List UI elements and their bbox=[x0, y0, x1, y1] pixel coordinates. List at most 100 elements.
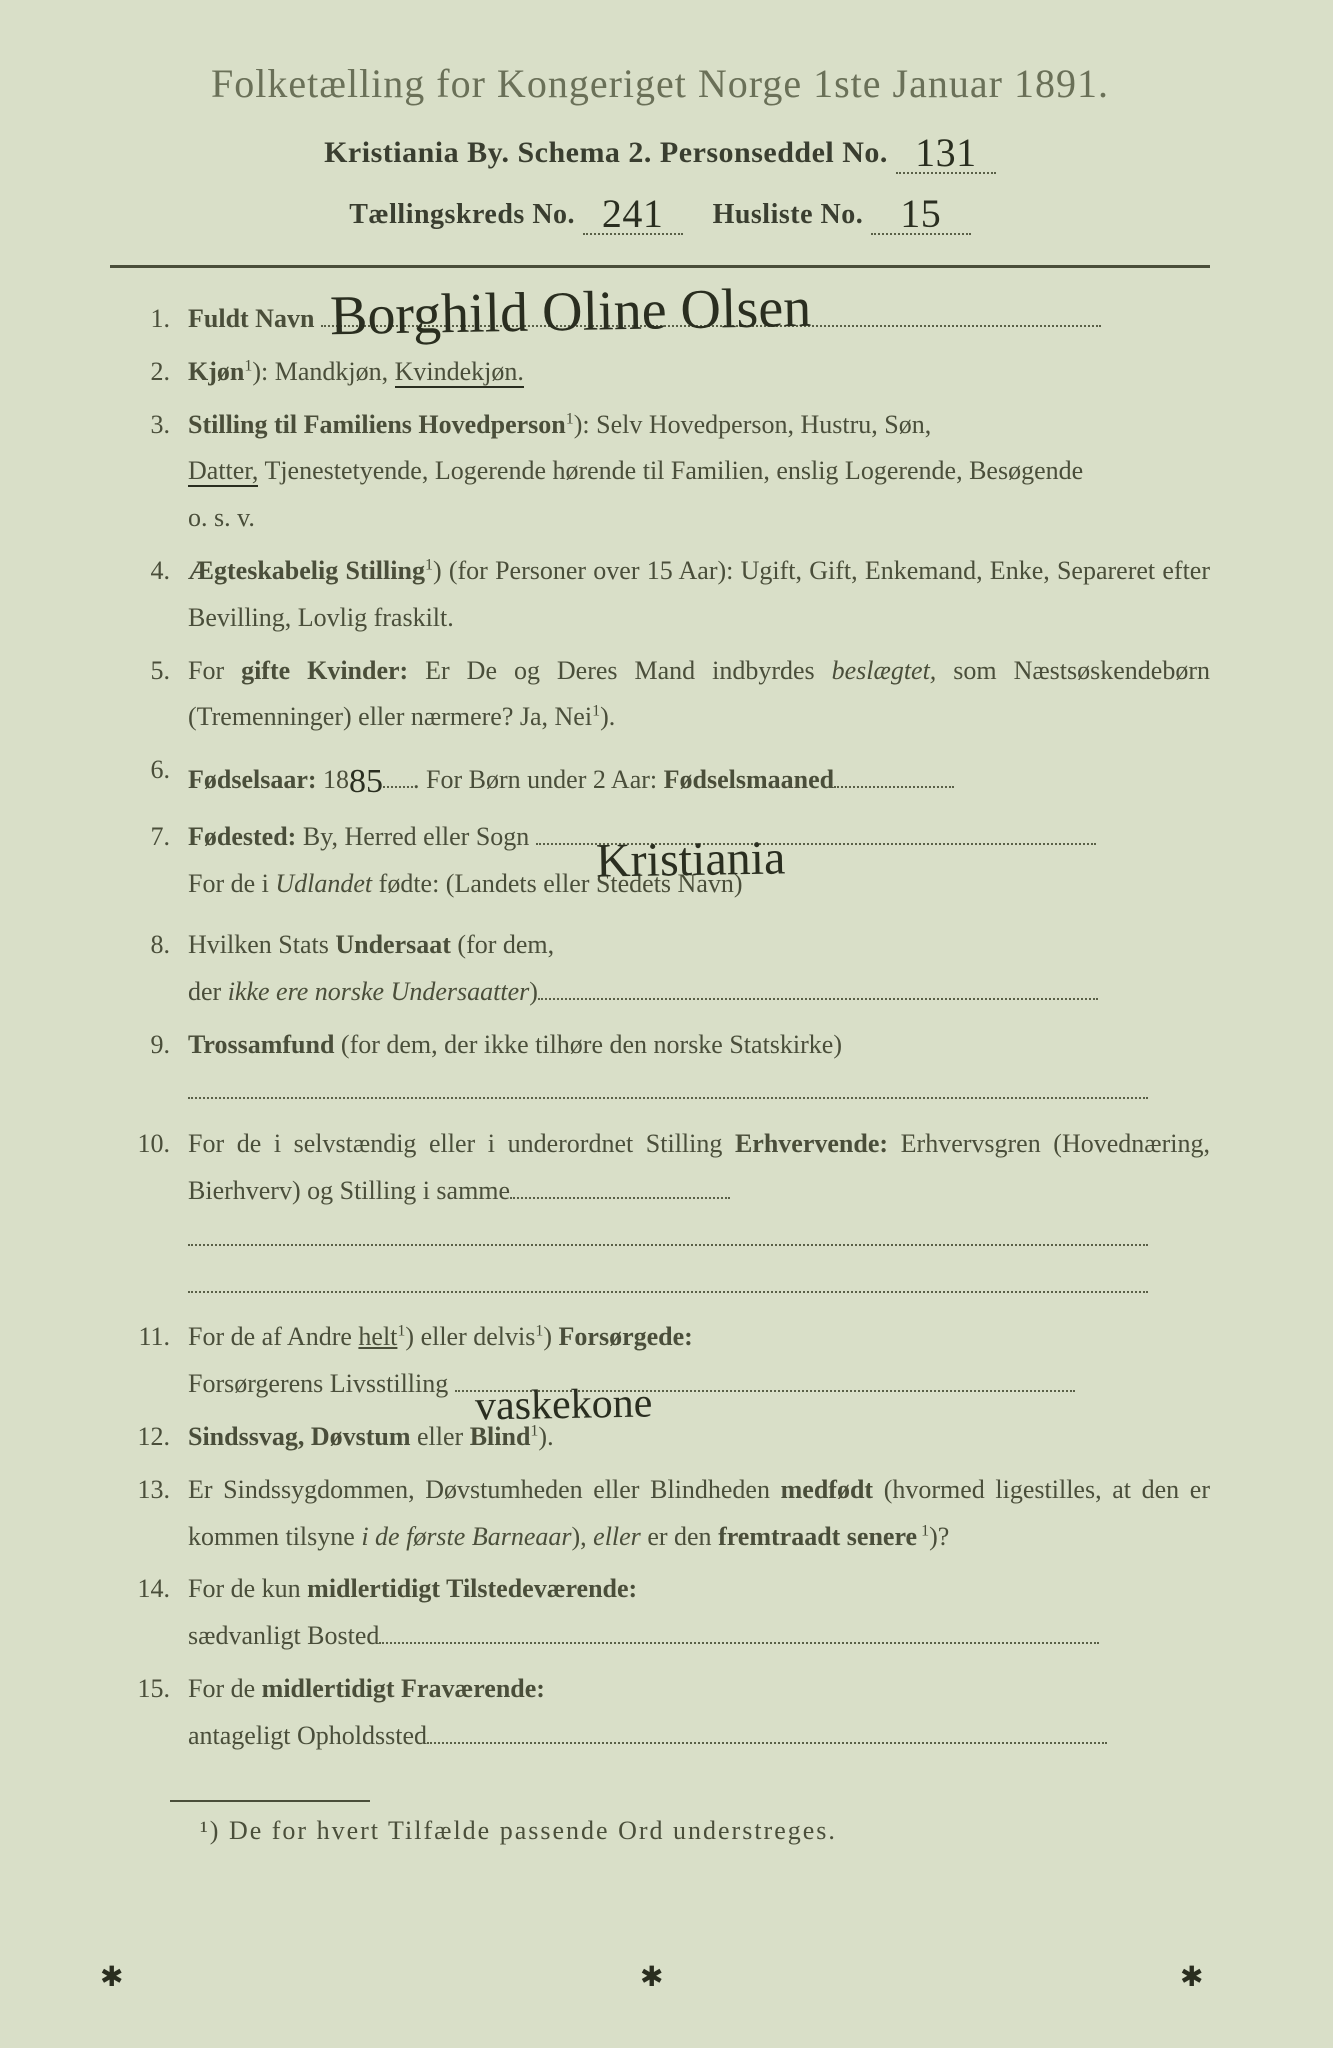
r8a: Hvilken Stats bbox=[188, 930, 335, 959]
row-num: 5. bbox=[110, 648, 188, 695]
dot-fill bbox=[834, 786, 954, 788]
row-9: 9. Trossamfund (for dem, der ikke tilhør… bbox=[110, 1022, 1210, 1116]
taellingskreds-field: 241 bbox=[583, 186, 683, 235]
row-body: Sindssvag, Døvstum eller Blind1). bbox=[188, 1414, 1210, 1461]
gifte-label: gifte Kvinder: bbox=[241, 656, 408, 685]
footnote-text: ¹) De for hvert Tilfælde passende Ord un… bbox=[110, 1816, 1210, 1846]
row-body: For de midlertidigt Fraværende: antageli… bbox=[188, 1666, 1210, 1760]
r3a: ): Selv Hovedperson, Hustru, Søn, bbox=[574, 410, 931, 439]
dot-fill bbox=[188, 1291, 1148, 1293]
r6pre: 18 bbox=[323, 765, 349, 794]
medfodt-label: medfødt bbox=[781, 1475, 873, 1504]
r8c: der bbox=[188, 977, 228, 1006]
fuldt-navn-label: Fuldt Navn bbox=[188, 304, 314, 333]
row-num: 1. bbox=[110, 296, 188, 343]
row-num: 13. bbox=[110, 1467, 188, 1514]
row-6: 6. Fødselsaar: 1885. For Børn under 2 Aa… bbox=[110, 747, 1210, 808]
r13a: Er Sindssygdommen, Døvstumheden eller Bl… bbox=[188, 1475, 781, 1504]
row-7: 7. Fødested: By, Herred eller Sogn Krist… bbox=[110, 814, 1210, 908]
dot-fill bbox=[379, 1642, 1099, 1644]
r14a: For de kun bbox=[188, 1574, 307, 1603]
r15a: For de bbox=[188, 1674, 262, 1703]
row-13: 13. Er Sindssygdommen, Døvstumheden elle… bbox=[110, 1467, 1210, 1561]
row-num: 9. bbox=[110, 1022, 188, 1069]
name-handwriting: Borghild Oline Olsen bbox=[329, 258, 812, 367]
r10a: For de i selvstændig eller i underordnet… bbox=[188, 1129, 735, 1158]
row-15: 15. For de midlertidigt Fraværende: anta… bbox=[110, 1666, 1210, 1760]
row-body: For gifte Kvinder: Er De og Deres Mand i… bbox=[188, 648, 1210, 742]
header-line-3: Tællingskreds No. 241 Husliste No. 15 bbox=[110, 186, 1210, 235]
row-body: Er Sindssygdommen, Døvstumheden eller Bl… bbox=[188, 1467, 1210, 1561]
provider-field: vaskekone bbox=[455, 1390, 1075, 1392]
row-body: Ægteskabelig Stilling1) (for Personer ov… bbox=[188, 548, 1210, 642]
row-num: 8. bbox=[110, 922, 188, 969]
mark-icon: ✱ bbox=[1180, 1960, 1203, 1994]
row-body: Fødselsaar: 1885. For Børn under 2 Aar: … bbox=[188, 747, 1210, 808]
fodselsaar-label: Fødselsaar: bbox=[188, 765, 323, 794]
row-num: 3. bbox=[110, 402, 188, 449]
r3b: Tjenestetyende, Logerende hørende til Fa… bbox=[258, 456, 1083, 485]
r13d: er den bbox=[641, 1522, 718, 1551]
sindssvag-label: Sindssvag, Døvstum bbox=[188, 1422, 411, 1451]
dot-fill bbox=[188, 1244, 1148, 1246]
header-line-2: Kristiania By. Schema 2. Personseddel No… bbox=[110, 125, 1210, 174]
fravaerende-label: midlertidigt Fraværende: bbox=[262, 1674, 545, 1703]
mark-icon: ✱ bbox=[640, 1960, 663, 1994]
r7b: By, Herred eller Sogn bbox=[296, 822, 529, 851]
row-body: For de kun midlertidigt Tilstedeværende:… bbox=[188, 1566, 1210, 1660]
r5a: For bbox=[188, 656, 241, 685]
row-num: 15. bbox=[110, 1666, 188, 1713]
r11mid2: ) bbox=[543, 1322, 558, 1351]
undersaat-label: Undersaat bbox=[335, 930, 451, 959]
row-3: 3. Stilling til Familiens Hovedperson1):… bbox=[110, 402, 1210, 542]
dot-fill bbox=[427, 1742, 1107, 1744]
footnote-rule bbox=[170, 1800, 370, 1802]
census-form: Folketælling for Kongeriget Norge 1ste J… bbox=[110, 60, 1210, 1846]
forsorgede-label: Forsørgede: bbox=[559, 1322, 693, 1351]
kjon-label: Kjøn bbox=[188, 357, 244, 386]
provider-hand: vaskekone bbox=[474, 1367, 653, 1446]
row-body: Fuldt Navn Borghild Oline Olsen bbox=[188, 296, 1210, 343]
dot-fill bbox=[383, 786, 413, 788]
personseddel-field: 131 bbox=[896, 125, 996, 174]
row-body: Fødested: By, Herred eller Sogn Kristian… bbox=[188, 814, 1210, 908]
row-14: 14. For de kun midlertidigt Tilstedevære… bbox=[110, 1566, 1210, 1660]
birthplace-hand: Kristiania bbox=[595, 816, 786, 906]
row-body: For de i selvstændig eller i underordnet… bbox=[188, 1121, 1210, 1308]
row-1: 1. Fuldt Navn Borghild Oline Olsen bbox=[110, 296, 1210, 343]
birth-year-hand: 85 bbox=[349, 763, 383, 800]
personseddel-no-hand: 131 bbox=[915, 130, 977, 175]
fodselsmaaned-label: Fødselsmaaned bbox=[664, 765, 834, 794]
r11b: Forsørgerens Livsstilling bbox=[188, 1369, 455, 1398]
row-num: 6. bbox=[110, 747, 188, 794]
birthplace-field: Kristiania bbox=[536, 843, 1096, 845]
husliste-field: 15 bbox=[871, 186, 971, 235]
r8c2: ) bbox=[529, 977, 538, 1006]
dot-fill bbox=[188, 1097, 1148, 1099]
row-num: 11. bbox=[110, 1314, 188, 1361]
taellingskreds-label: Tællingskreds No. bbox=[349, 199, 575, 230]
aegte-label: Ægteskabelig Stilling bbox=[188, 556, 425, 585]
r5b: Er De og Deres Mand indbyrdes bbox=[408, 656, 831, 685]
dot-fill bbox=[510, 1197, 730, 1199]
tilstede-label: midlertidigt Tilstedeværende: bbox=[307, 1574, 637, 1603]
row-11: 11. For de af Andre helt1) eller delvis1… bbox=[110, 1314, 1210, 1408]
r14b: sædvanligt Bosted bbox=[188, 1621, 379, 1650]
r7bi: Udlandet bbox=[275, 869, 372, 898]
r3c: o. s. v. bbox=[188, 503, 255, 532]
row-12: 12. Sindssvag, Døvstum eller Blind1). bbox=[110, 1414, 1210, 1461]
husliste-no-hand: 15 bbox=[900, 191, 941, 236]
row-body: For de af Andre helt1) eller delvis1) Fo… bbox=[188, 1314, 1210, 1408]
row-num: 12. bbox=[110, 1414, 188, 1461]
row-num: 14. bbox=[110, 1566, 188, 1613]
datter-underlined: Datter, bbox=[188, 456, 258, 487]
r11a: For de af Andre bbox=[188, 1322, 358, 1351]
row-num: 2. bbox=[110, 349, 188, 396]
row-body: Stilling til Familiens Hovedperson1): Se… bbox=[188, 402, 1210, 542]
r13c: ), bbox=[571, 1522, 593, 1551]
row-num: 10. bbox=[110, 1121, 188, 1168]
r6b: For Børn under 2 Aar: bbox=[420, 765, 664, 794]
trossamfund-label: Trossamfund bbox=[188, 1030, 334, 1059]
main-title: Folketælling for Kongeriget Norge 1ste J… bbox=[110, 60, 1210, 107]
fodested-label: Fødested: bbox=[188, 822, 296, 851]
